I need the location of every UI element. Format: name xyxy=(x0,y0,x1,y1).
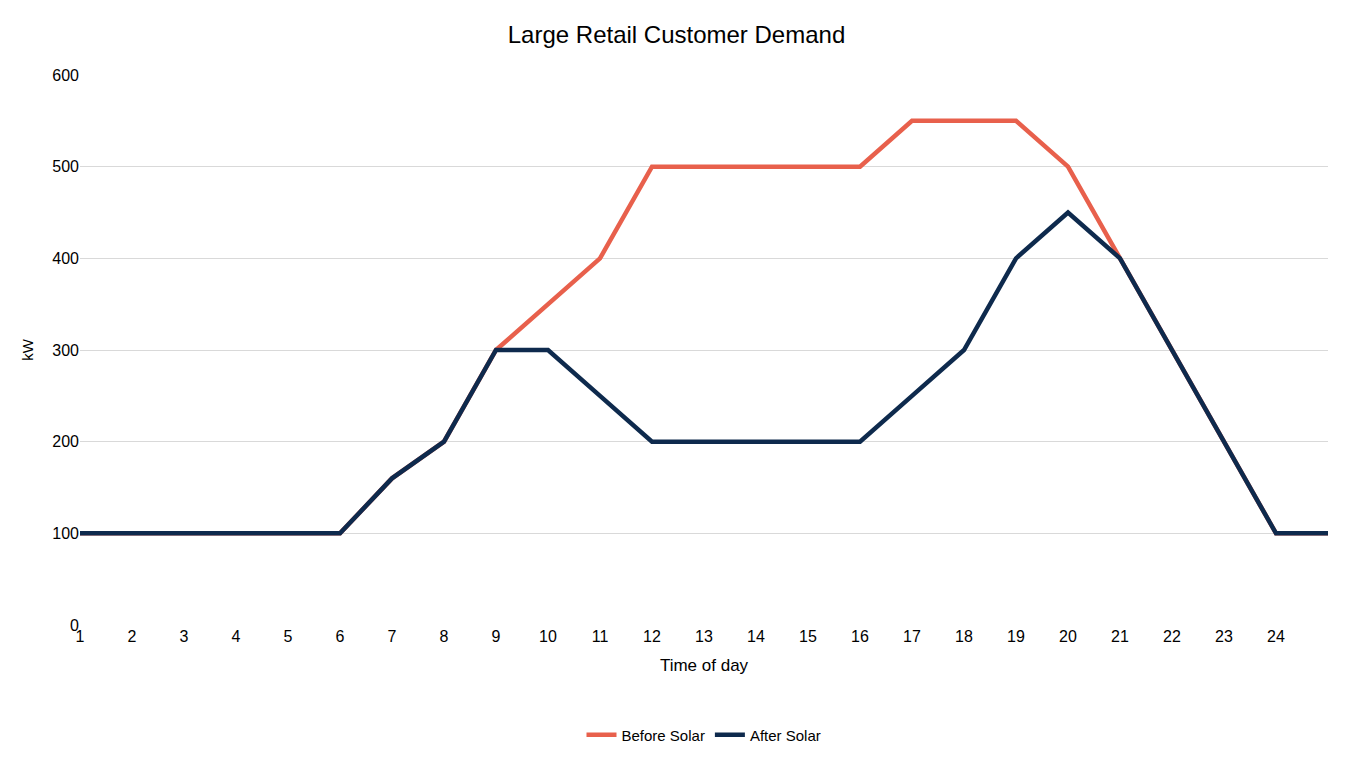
svg-text:8: 8 xyxy=(440,628,449,645)
svg-text:kW: kW xyxy=(19,338,36,361)
svg-text:Large Retail Customer Demand: Large Retail Customer Demand xyxy=(508,21,846,48)
svg-text:11: 11 xyxy=(592,628,609,645)
svg-text:1: 1 xyxy=(76,628,85,645)
svg-text:18: 18 xyxy=(955,628,973,645)
svg-text:9: 9 xyxy=(492,628,501,645)
svg-text:13: 13 xyxy=(695,628,713,645)
svg-text:23: 23 xyxy=(1215,628,1233,645)
svg-text:12: 12 xyxy=(643,628,661,645)
svg-text:15: 15 xyxy=(799,628,817,645)
svg-text:14: 14 xyxy=(747,628,765,645)
svg-text:7: 7 xyxy=(388,628,397,645)
svg-text:16: 16 xyxy=(851,628,869,645)
svg-text:6: 6 xyxy=(336,628,345,645)
svg-text:After Solar: After Solar xyxy=(750,727,821,744)
svg-text:10: 10 xyxy=(539,628,557,645)
svg-text:5: 5 xyxy=(284,628,293,645)
svg-text:24: 24 xyxy=(1267,628,1285,645)
svg-text:100: 100 xyxy=(52,525,79,542)
svg-text:19: 19 xyxy=(1007,628,1025,645)
svg-text:3: 3 xyxy=(180,628,189,645)
svg-text:Before Solar: Before Solar xyxy=(622,727,705,744)
svg-text:500: 500 xyxy=(52,158,79,175)
svg-text:200: 200 xyxy=(52,433,79,450)
svg-text:21: 21 xyxy=(1111,628,1129,645)
svg-text:20: 20 xyxy=(1059,628,1077,645)
svg-text:Time of day: Time of day xyxy=(660,656,749,675)
svg-text:22: 22 xyxy=(1163,628,1181,645)
svg-text:4: 4 xyxy=(232,628,241,645)
svg-text:2: 2 xyxy=(128,628,137,645)
svg-text:300: 300 xyxy=(52,342,79,359)
svg-text:0: 0 xyxy=(70,617,79,634)
svg-text:600: 600 xyxy=(52,67,79,84)
svg-text:17: 17 xyxy=(903,628,921,645)
svg-text:400: 400 xyxy=(52,250,79,267)
